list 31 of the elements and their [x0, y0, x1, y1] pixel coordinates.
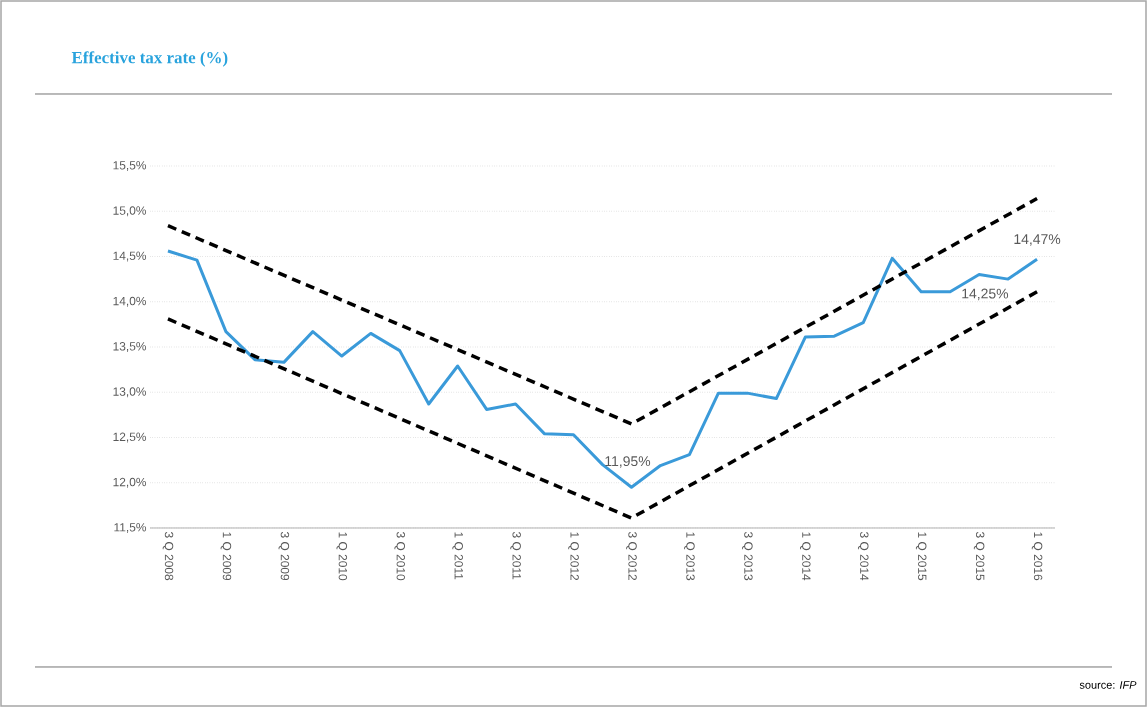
line-series — [166, 249, 1039, 489]
x-tick-label: 3 Q 2011 — [510, 531, 521, 580]
x-tick-label: 1 Q 2011 — [452, 532, 463, 580]
x-tick-label: 1 Q 2013 — [684, 532, 695, 581]
y-tick-label: 11,5% — [114, 523, 147, 533]
x-tick-label: 3 Q 2015 — [973, 531, 985, 581]
chart-title: Effective tax rate (%) — [71, 51, 228, 67]
y-tick-label: 14,5% — [113, 251, 147, 262]
source-note: source: IFP — [1079, 681, 1137, 689]
x-tick-label: 3 Q 2013 — [742, 531, 753, 581]
x-tick-label: 1 Q 2012 — [568, 532, 579, 581]
x-tick-label: 1 Q 2010 — [336, 532, 348, 581]
x-tick-label: 3 Q 2009 — [278, 531, 290, 581]
x-tick-label: 1 Q 2015 — [915, 532, 927, 581]
y-tick-label: 15,0% — [113, 206, 147, 217]
y-tick-label: 13,0% — [113, 387, 147, 398]
x-tick-label: 3 Q 2014 — [857, 531, 869, 581]
y-tick-label: 15,5% — [113, 161, 147, 171]
y-tick-label: 12,5% — [113, 432, 147, 443]
x-tick-label: 1 Q 2014 — [799, 532, 811, 581]
data-label: 14,25% — [962, 288, 1009, 301]
x-tick-label: 3 Q 2012 — [626, 531, 637, 581]
data-label: 11,95% — [605, 456, 651, 468]
x-tick-label: 1 Q 2009 — [220, 532, 232, 581]
data-label: 14,47% — [1014, 234, 1061, 246]
y-tick-label: 12,0% — [113, 477, 147, 488]
y-tick-label: 14,0% — [113, 296, 147, 307]
x-tick-label: 1 Q 2016 — [1031, 532, 1043, 581]
x-tick-label: 3 Q 2008 — [162, 531, 174, 581]
y-tick-label: 13,5% — [113, 342, 147, 352]
x-tick-label: 3 Q 2010 — [394, 531, 406, 581]
